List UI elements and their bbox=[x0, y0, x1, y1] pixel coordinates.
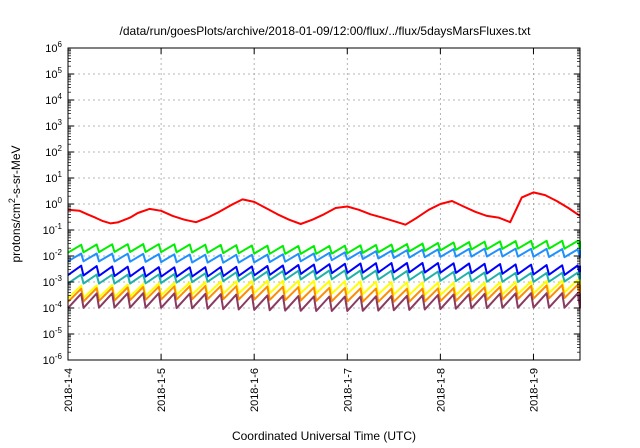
grid bbox=[68, 48, 580, 360]
y-tick-label: 104 bbox=[45, 92, 62, 107]
x-tick-label: 2018-1-6 bbox=[249, 368, 261, 412]
y-tick-label: 101 bbox=[45, 170, 62, 185]
y-tick-label: 10-1 bbox=[43, 222, 63, 237]
series-line bbox=[67, 269, 581, 285]
series-line bbox=[67, 292, 581, 312]
series-line bbox=[67, 262, 581, 278]
series-line bbox=[67, 239, 581, 255]
y-tick-label: 105 bbox=[45, 66, 62, 81]
y-tick-label: 103 bbox=[45, 118, 62, 133]
y-tick-label: 106 bbox=[45, 40, 62, 55]
data-series bbox=[67, 191, 581, 312]
x-tick-label: 2018-1-9 bbox=[528, 368, 540, 412]
y-tick-label: 10-6 bbox=[43, 352, 63, 367]
series-line bbox=[67, 283, 581, 303]
x-tick-label: 2018-1-5 bbox=[156, 368, 168, 412]
series-line bbox=[67, 247, 581, 264]
y-tick-label: 100 bbox=[45, 196, 62, 211]
y-tick-label: 10-2 bbox=[43, 248, 63, 263]
y-tick-label: 10-5 bbox=[43, 326, 63, 341]
x-axis-label: Coordinated Universal Time (UTC) bbox=[232, 429, 416, 443]
y-tick-label: 10-4 bbox=[43, 300, 63, 315]
y-tick-label: 10-3 bbox=[43, 274, 63, 289]
series-line bbox=[67, 191, 581, 226]
chart-title: /data/run/goesPlots/archive/2018-01-09/1… bbox=[120, 24, 532, 38]
y-axis-label: protons/cm2-s-sr-MeV bbox=[7, 145, 23, 262]
y-tick-label: 102 bbox=[45, 144, 62, 159]
x-tick-label: 2018-1-7 bbox=[342, 368, 354, 412]
x-tick-label: 2018-1-4 bbox=[63, 368, 75, 412]
x-tick-label: 2018-1-8 bbox=[435, 368, 447, 412]
axes: 10-6 10-5 10-4 10-3 10-2 10-1 100 101 102 103 104 1… bbox=[43, 40, 580, 412]
